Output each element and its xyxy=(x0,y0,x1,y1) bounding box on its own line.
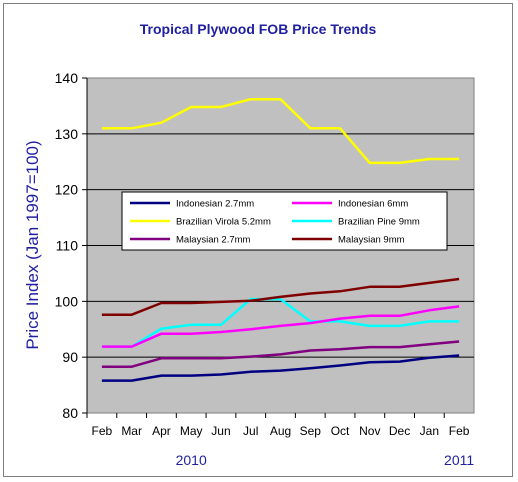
y-axis-ticks: 80 90 100 110 120 130 140 xyxy=(55,70,88,421)
y-tick-label: 90 xyxy=(62,349,78,365)
series-line xyxy=(101,340,460,368)
x-tick-label: Apr xyxy=(152,424,171,438)
x-tick-label: Dec xyxy=(389,424,410,438)
series-line xyxy=(101,305,460,348)
y-axis-label: Price Index (Jan 1997=100) xyxy=(23,140,42,349)
series-line xyxy=(101,277,460,316)
series-lines xyxy=(101,97,460,382)
legend-entry: Brazilian Pine 9mm xyxy=(338,217,420,228)
x-tick-label: Feb xyxy=(449,424,470,438)
x-tick-label: May xyxy=(180,424,203,438)
x-axis-ticks: Feb Mar Apr May Jun Jul Aug Sep Oct Nov Dec Jan Feb xyxy=(86,413,470,438)
y-tick-label: 120 xyxy=(55,182,79,198)
legend-entry: Malaysian 9mm xyxy=(338,235,405,246)
legend-box xyxy=(121,191,448,251)
legend-entry: Malaysian 2.7mm xyxy=(176,235,251,246)
x-tick-label: Feb xyxy=(92,424,113,438)
x-tick-label: Mar xyxy=(121,424,142,438)
year-label: 2011 xyxy=(444,452,474,468)
legend-entry: Indonesian 6mm xyxy=(338,199,408,210)
y-tick-label: 130 xyxy=(55,126,79,142)
series-line xyxy=(101,354,460,382)
series-line xyxy=(101,97,460,165)
legend-entry: Indonesian 2.7mm xyxy=(176,199,254,210)
x-tick-label: Oct xyxy=(331,424,350,438)
x-tick-label: Jun xyxy=(211,424,230,438)
x-tick-label: Jan xyxy=(420,424,439,438)
y-tick-label: 140 xyxy=(55,70,79,86)
series-line xyxy=(101,297,460,348)
x-tick-label: Aug xyxy=(270,424,291,438)
year-label: 2010 xyxy=(176,452,207,468)
legend: Indonesian 2.7mm Indonesian 6mm Brazilian … xyxy=(121,191,448,251)
chart-title: Tropical Plywood FOB Price Trends xyxy=(140,21,377,37)
x-tick-label: Nov xyxy=(359,424,380,438)
y-tick-label: 110 xyxy=(56,238,79,254)
x-tick-label: Sep xyxy=(300,424,322,438)
y-tick-label: 100 xyxy=(55,293,79,309)
x-tick-label: Jul xyxy=(243,424,258,438)
legend-entry: Brazilian Virola 5.2mm xyxy=(176,217,271,228)
y-tick-label: 80 xyxy=(62,405,78,421)
year-labels: 2010 2011 xyxy=(176,452,475,468)
